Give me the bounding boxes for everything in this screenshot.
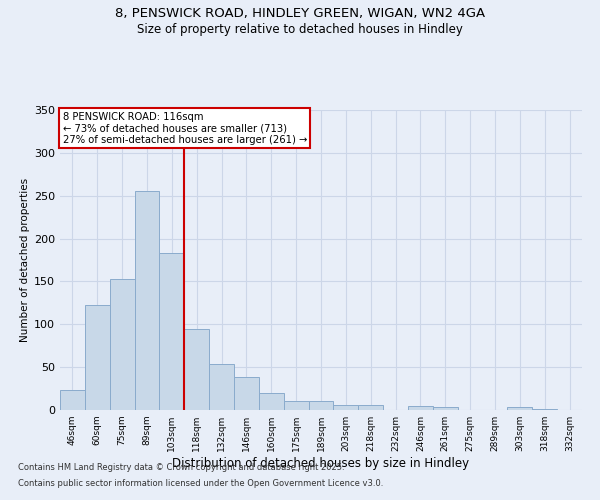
Bar xyxy=(508,408,532,410)
Bar xyxy=(134,190,160,410)
Text: 8 PENSWICK ROAD: 116sqm
← 73% of detached houses are smaller (713)
27% of semi-d: 8 PENSWICK ROAD: 116sqm ← 73% of detache… xyxy=(62,112,307,144)
X-axis label: Distribution of detached houses by size in Hindley: Distribution of detached houses by size … xyxy=(172,457,470,470)
Bar xyxy=(532,409,557,410)
Bar xyxy=(334,405,358,410)
Bar xyxy=(184,328,209,410)
Bar xyxy=(259,393,284,410)
Text: Contains HM Land Registry data © Crown copyright and database right 2025.: Contains HM Land Registry data © Crown c… xyxy=(18,464,344,472)
Bar xyxy=(234,378,259,410)
Text: 8, PENSWICK ROAD, HINDLEY GREEN, WIGAN, WN2 4GA: 8, PENSWICK ROAD, HINDLEY GREEN, WIGAN, … xyxy=(115,8,485,20)
Bar xyxy=(408,406,433,410)
Bar xyxy=(308,400,334,410)
Y-axis label: Number of detached properties: Number of detached properties xyxy=(20,178,30,342)
Bar xyxy=(284,402,308,410)
Text: Size of property relative to detached houses in Hindley: Size of property relative to detached ho… xyxy=(137,22,463,36)
Bar xyxy=(160,253,184,410)
Bar xyxy=(110,279,134,410)
Text: Contains public sector information licensed under the Open Government Licence v3: Contains public sector information licen… xyxy=(18,478,383,488)
Bar xyxy=(358,405,383,410)
Bar xyxy=(85,306,110,410)
Bar xyxy=(209,364,234,410)
Bar xyxy=(60,390,85,410)
Bar xyxy=(433,406,458,410)
